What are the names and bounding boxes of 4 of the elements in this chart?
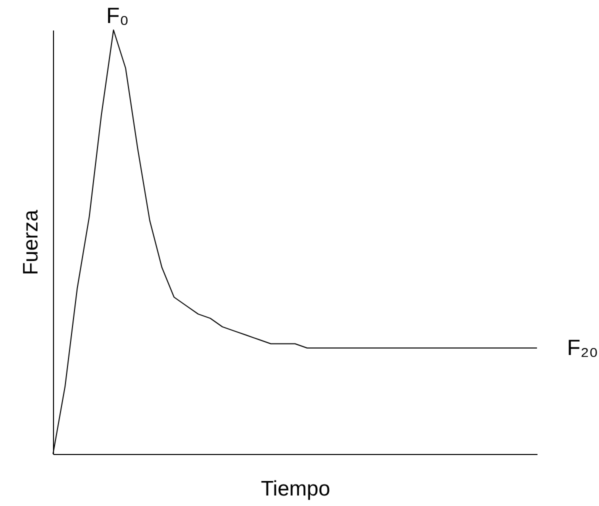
x-axis-title: Tiempo xyxy=(260,478,330,500)
y-axis-title: Fuerza xyxy=(20,210,42,276)
text: F₀ xyxy=(106,3,129,28)
text: F₂₀ xyxy=(567,335,598,360)
